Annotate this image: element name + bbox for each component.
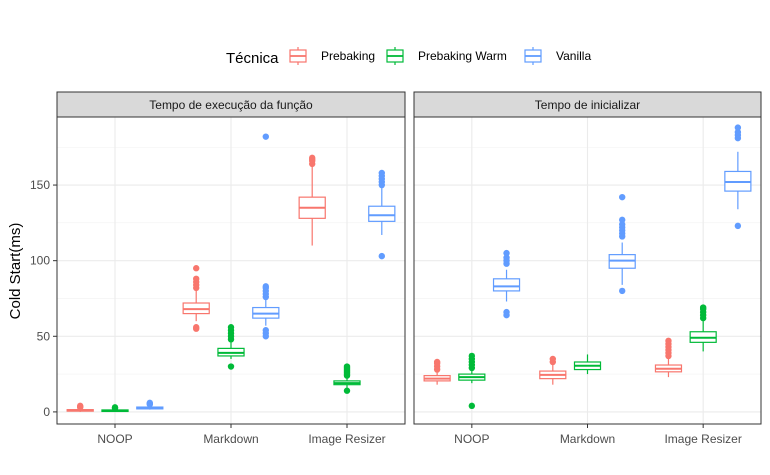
legend-item: Vanilla [525,47,591,65]
legend-item: Prebaking Warm [387,47,507,65]
y-axis: 0 50 100 150 [30,178,57,419]
facet-panel: Tempo de inicializar NOOP Markdown Image Re… [414,92,761,446]
facet-panels: Tempo de execução da função NOOP Markdown I… [30,92,761,446]
box [369,206,395,221]
outlier-point [665,338,671,344]
facet-panel: Tempo de execução da função NOOP Markdown I… [57,92,405,446]
outlier-point [344,388,350,394]
outlier-point [469,403,475,409]
outlier-point [77,403,83,409]
legend-label: Vanilla [556,49,591,63]
outlier-point [147,400,153,406]
y-tick-label: 50 [37,329,51,343]
x-tick-label: NOOP [97,432,132,446]
outlier-point [263,327,269,333]
x-tick-label: Markdown [560,432,615,446]
outlier-point [503,309,509,315]
outlier-point [379,253,385,259]
outlier-point [700,304,706,310]
legend-label: Prebaking Warm [418,49,507,63]
outlier-point [619,217,625,223]
legend-items: Prebaking Prebaking Warm Vanilla [290,47,591,65]
outlier-point [112,404,118,410]
legend-item: Prebaking [290,47,375,65]
outlier-point [193,265,199,271]
x-tick-label: Markdown [203,432,258,446]
x-tick-label: NOOP [454,432,489,446]
outlier-point [735,124,741,130]
outlier-point [469,353,475,359]
outlier-point [344,363,350,369]
y-tick-label: 150 [30,178,50,192]
outlier-point [379,170,385,176]
outlier-point [193,324,199,330]
y-axis-title: Cold Start(ms) [7,223,24,320]
outlier-point [550,356,556,362]
outlier-point [263,283,269,289]
legend: Técnica Prebaking Prebaking Warm Vanilla [226,47,591,67]
outlier-point [503,250,509,256]
outlier-point [309,155,315,161]
y-tick-label: 0 [43,405,50,419]
outlier-point [619,194,625,200]
outlier-point [263,133,269,139]
facet-strip-label: Tempo de execução da função [149,98,313,112]
outlier-point [228,363,234,369]
x-tick-label: Image Resizer [308,432,385,446]
outlier-point [193,276,199,282]
outlier-point [228,324,234,330]
outlier-point [434,359,440,365]
outlier-point [735,223,741,229]
box [494,279,520,291]
legend-label: Prebaking [321,49,375,63]
legend-title: Técnica [226,50,279,67]
x-tick-label: Image Resizer [664,432,741,446]
outlier-point [619,288,625,294]
y-tick-label: 100 [30,254,50,268]
facet-strip-label: Tempo de inicializar [535,98,640,112]
